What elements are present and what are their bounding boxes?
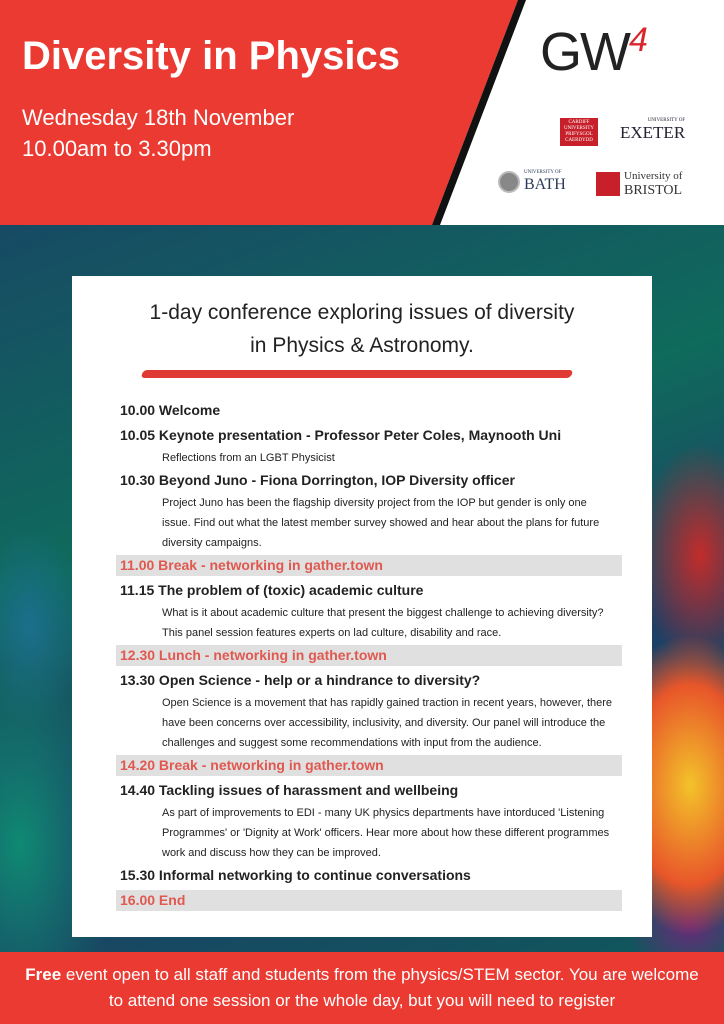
event-time: 10.00am to 3.30pm [22,136,212,161]
schedule-break: 11.00 Break - networking in gather.town [116,555,622,576]
footer-banner: Free event open to all staff and student… [0,952,724,1024]
intro-heading: 1-day conference exploring issues of div… [149,301,575,357]
header-red-banner [0,0,526,225]
schedule-item: 11.15 The problem of (toxic) academic cu… [120,578,622,643]
session-description: Reflections from an LGBT Physicist [162,452,335,464]
session-title: 11.15 The problem of (toxic) academic cu… [120,582,424,598]
event-date: Wednesday 18th November [22,105,295,130]
schedule-item: 15.30 Informal networking to continue co… [120,863,622,888]
bristol-logo: University of BRISTOL [596,170,682,198]
session-title: 15.30 Informal networking to continue co… [120,867,471,883]
schedule-list: 10.00 Welcome 10.05 Keynote presentation … [116,398,622,913]
schedule-item: 10.30 Beyond Juno - Fiona Dorrington, IO… [120,468,622,553]
session-description: As part of improvements to EDI - many UK… [162,807,610,859]
session-title: 13.30 Open Science - help or a hindrance… [120,672,481,688]
gw4-logo: GW4 [540,21,648,82]
session-description: What is it about academic culture that p… [162,607,604,639]
schedule-item: 13.30 Open Science - help or a hindrance… [120,668,622,753]
programme-panel: 1-day conference exploring issues of div… [72,276,652,937]
schedule-item: 14.40 Tackling issues of harassment and … [120,778,622,863]
exeter-logo: UNIVERSITY OF EXETER [620,118,686,142]
red-brush-stroke [140,370,574,378]
session-title: 10.05 Keynote presentation - Professor P… [120,427,562,443]
schedule-item: 10.05 Keynote presentation - Professor P… [120,423,622,468]
bath-logo: UNIVERSITY OF BATH [498,170,566,193]
header: Diversity in Physics Wednesday 18th Nove… [0,0,724,225]
schedule-item: 10.00 Welcome [120,398,622,423]
page-title: Diversity in Physics [22,34,400,78]
bristol-crest-icon [596,172,620,196]
bath-seal-icon [498,170,520,193]
schedule-break: 12.30 Lunch - networking in gather.town [116,645,622,666]
cardiff-logo: CARDIFF UNIVERSITY PRIFYSGOL CAERDYDD [560,118,598,146]
session-description: Open Science is a movement that has rapi… [162,697,613,749]
schedule-break: 16.00 End [116,890,622,911]
session-description: Project Juno has been the flagship diver… [162,497,600,549]
schedule-break: 14.20 Break - networking in gather.town [116,755,622,776]
session-title: 14.40 Tackling issues of harassment and … [120,782,459,798]
event-datetime: Wednesday 18th November 10.00am to 3.30p… [22,102,294,164]
session-title: 10.30 Beyond Juno - Fiona Dorrington, IO… [120,472,515,488]
session-title: 10.00 Welcome [120,402,221,418]
